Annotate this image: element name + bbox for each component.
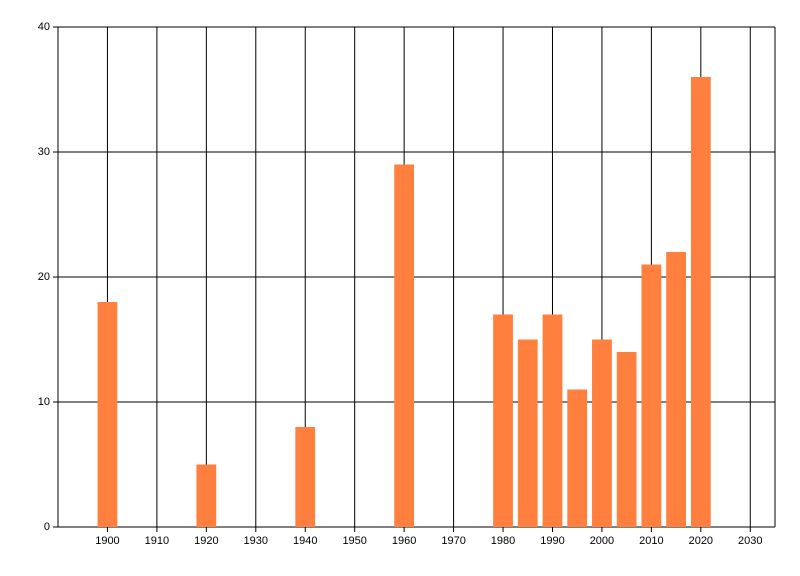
bar: [690, 77, 711, 527]
x-tick-label: 2000: [590, 535, 614, 547]
bar: [616, 352, 637, 527]
bar: [641, 264, 662, 527]
x-tick-label: 1990: [540, 535, 564, 547]
y-tick-label: 30: [38, 146, 50, 158]
x-tick-label: 1910: [145, 535, 169, 547]
bar: [666, 252, 686, 527]
x-tick-label: 1920: [194, 535, 218, 547]
x-tick-label: 1970: [441, 535, 465, 547]
x-tick-label: 1950: [342, 535, 366, 547]
bar: [394, 164, 415, 527]
y-tick-label: 10: [38, 396, 50, 408]
x-tick-label: 1930: [244, 535, 268, 547]
x-tick-label: 2030: [738, 535, 762, 547]
bar: [517, 339, 538, 527]
bar: [567, 389, 588, 527]
bar: [493, 314, 513, 527]
x-tick-label: 1900: [95, 535, 119, 547]
y-tick-label: 40: [38, 21, 50, 33]
x-tick-label: 2020: [689, 535, 713, 547]
x-tick-label: 1940: [293, 535, 317, 547]
bar: [97, 302, 118, 527]
y-tick-label: 0: [44, 521, 50, 533]
x-tick-label: 1960: [392, 535, 416, 547]
bar: [592, 339, 612, 527]
bar: [542, 314, 563, 527]
y-tick-label: 20: [38, 271, 50, 283]
x-tick-label: 1980: [491, 535, 515, 547]
bar: [295, 427, 316, 527]
bar: [196, 464, 217, 527]
x-tick-label: 2010: [639, 535, 663, 547]
